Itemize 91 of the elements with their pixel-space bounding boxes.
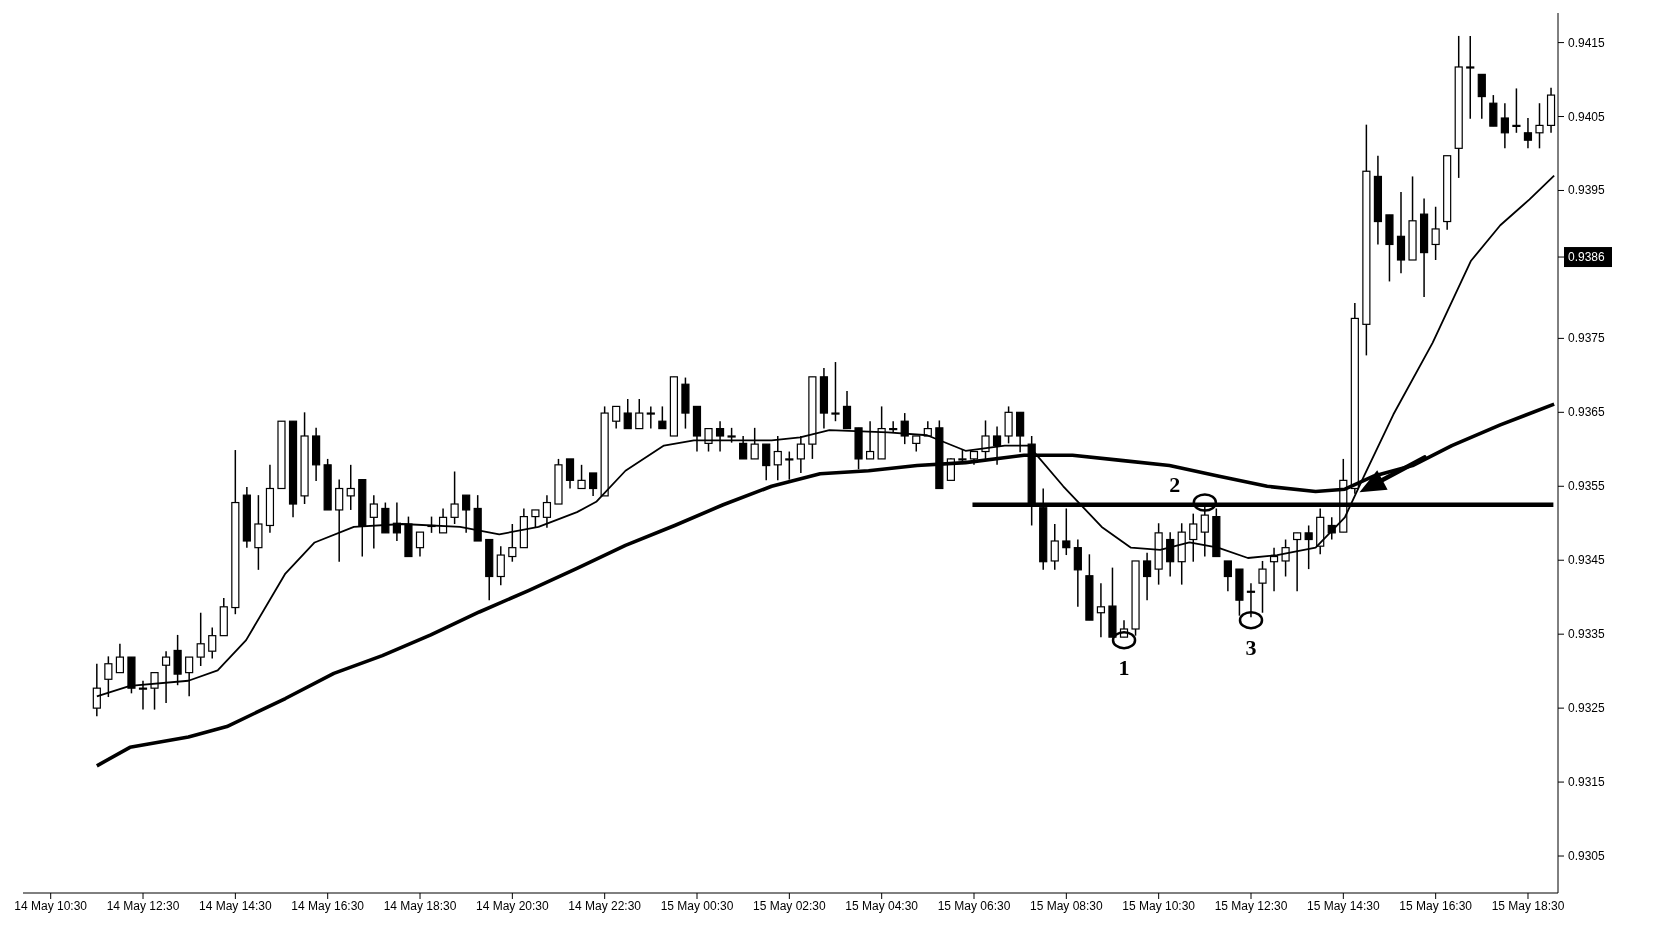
candlestick (1431, 206, 1440, 261)
x-tick-label: 15 May 02:30 (752, 898, 827, 913)
candlestick (254, 494, 263, 571)
candlestick (1223, 560, 1232, 593)
x-tick-label: 14 May 14:30 (199, 898, 273, 913)
candlestick (196, 611, 205, 667)
candlestick (889, 420, 898, 434)
candlestick (346, 464, 355, 511)
candlestick (1269, 546, 1279, 593)
candlestick (208, 626, 217, 660)
candlestick (1535, 102, 1544, 150)
candlestick (1500, 102, 1509, 150)
y-tick-label: 0.9305 (1568, 849, 1606, 864)
candlestick (1304, 524, 1313, 570)
x-tick-label: 15 May 16:30 (1399, 898, 1473, 913)
candlestick (1293, 532, 1302, 593)
candlestick (785, 450, 794, 481)
y-tick-label: 0.9325 (1568, 701, 1606, 716)
candlestick (508, 523, 517, 563)
x-tick-label: 15 May 12:30 (1214, 898, 1288, 913)
candlestick (173, 634, 182, 686)
candlestick (750, 427, 759, 460)
candlestick (831, 361, 840, 422)
annotation: 2 (1169, 471, 1181, 497)
candlestick (981, 419, 990, 460)
y-tick-label: 0.9395 (1568, 183, 1606, 198)
candlestick (1466, 35, 1475, 120)
candlestick (762, 443, 771, 482)
candlestick (635, 398, 644, 430)
annotation: 1 (1118, 655, 1130, 681)
candlestick (462, 494, 471, 534)
candlestick (1050, 523, 1059, 571)
candlestick (623, 398, 632, 430)
candlestick (866, 420, 875, 460)
candlestick (496, 545, 505, 587)
candlestick (739, 435, 748, 460)
candlestick (992, 425, 1002, 466)
y-tick-label: 0.9375 (1568, 331, 1606, 346)
candlestick (1489, 94, 1498, 127)
candlestick (115, 643, 125, 674)
candlestick (565, 458, 575, 490)
candlestick (1512, 87, 1521, 134)
x-tick-label: 15 May 04:30 (845, 898, 919, 913)
y-tick-label: 0.9315 (1568, 775, 1606, 790)
y-tick-label: 0.9365 (1568, 405, 1606, 420)
candlestick (1396, 191, 1406, 275)
candlestick (646, 405, 655, 430)
x-tick-label: 14 May 12:30 (106, 898, 180, 913)
x-tick-label: 14 May 20:30 (475, 898, 550, 913)
x-tick-label: 15 May 10:30 (1122, 898, 1196, 913)
candlestick (1142, 552, 1152, 601)
x-tick-label: 14 May 22:30 (568, 898, 642, 913)
candlestick (577, 464, 586, 490)
candlestick (450, 470, 459, 525)
candlestick (542, 494, 552, 529)
x-tick-label: 14 May 18:30 (383, 898, 457, 913)
candlestick (415, 531, 425, 558)
x-tick-label: 15 May 18:30 (1491, 898, 1565, 913)
candlestick (773, 435, 782, 482)
candlestick (1189, 512, 1198, 563)
y-tick-label: 0.9386 (1568, 250, 1606, 265)
annotation: 3 (1245, 635, 1257, 661)
x-tick-label: 14 May 10:30 (14, 898, 88, 913)
candlestick (1004, 405, 1013, 445)
candlestick (1523, 117, 1533, 150)
candlestick (796, 435, 805, 474)
candlestick (658, 405, 667, 430)
candlestick (1258, 560, 1267, 614)
candlestick (1246, 582, 1256, 618)
candlestick (842, 390, 852, 430)
candlestick (1016, 411, 1025, 454)
x-tick-label: 15 May 00:30 (660, 898, 734, 913)
y-tick-label: 0.9415 (1568, 35, 1606, 50)
candlestick (335, 478, 344, 563)
candlestick (1477, 73, 1486, 120)
y-tick-label: 0.9345 (1568, 553, 1606, 568)
y-tick-label: 0.9405 (1568, 109, 1606, 124)
y-tick-label: 0.9335 (1568, 627, 1606, 642)
candlestick (1073, 538, 1082, 608)
y-tick-label: 0.9355 (1568, 479, 1606, 494)
x-tick-label: 14 May 16:30 (291, 898, 365, 913)
candlestick (1096, 582, 1106, 638)
candlestick (612, 405, 621, 430)
x-tick-label: 15 May 14:30 (1306, 898, 1381, 913)
candlestick (1281, 538, 1290, 578)
x-tick-label: 15 May 06:30 (937, 898, 1011, 913)
candlestick (704, 427, 713, 453)
x-tick-label: 15 May 08:30 (1029, 898, 1104, 913)
candlestick (369, 494, 378, 550)
candlestick (589, 472, 598, 497)
candlestick (715, 420, 725, 453)
